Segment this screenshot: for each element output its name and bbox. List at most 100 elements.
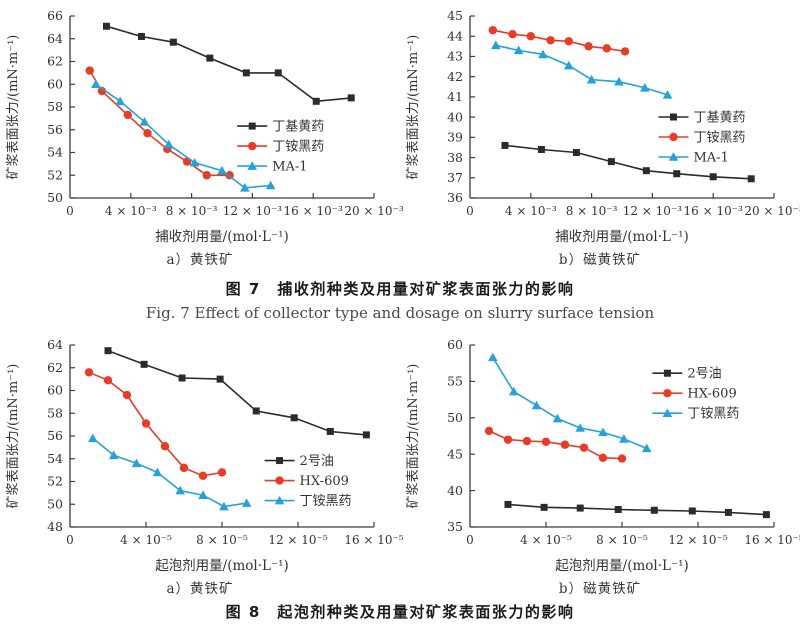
series-0: [504, 500, 770, 519]
svg-text:54: 54: [47, 145, 63, 160]
svg-text:62: 62: [47, 54, 63, 69]
svg-text:12 × 10⁻⁵: 12 × 10⁻⁵: [668, 533, 728, 547]
svg-text:20 × 10⁻³: 20 × 10⁻³: [344, 204, 404, 218]
svg-text:52: 52: [47, 167, 63, 182]
svg-text:矿浆表面张力/(mN·m⁻¹): 矿浆表面张力/(mN·m⁻¹): [6, 364, 21, 509]
svg-text:起泡剂用量/(mol·L⁻¹): 起泡剂用量/(mol·L⁻¹): [555, 558, 689, 574]
svg-text:40: 40: [447, 109, 463, 124]
svg-text:12 × 10⁻³: 12 × 10⁻³: [223, 204, 283, 218]
svg-text:16 × 10⁻⁵: 16 × 10⁻⁵: [744, 533, 800, 547]
series-0: [104, 347, 370, 439]
axis-titles: 起泡剂用量/(mol·L⁻¹) 矿浆表面张力/(mN·m⁻¹): [6, 364, 289, 574]
chart-block-fig7a: 50 52 54 56 58 60 62 64 66 0 4 × 10⁻³ 8 × 10⁻³ 12 × …: [0, 2, 404, 269]
svg-text:55: 55: [447, 374, 463, 389]
svg-text:56: 56: [47, 428, 63, 443]
series-2: [491, 40, 673, 99]
y-axis-ticks: 36 37 38 39 40 41 42 43 44 45: [447, 8, 475, 205]
svg-text:4 × 10⁻⁵: 4 × 10⁻⁵: [520, 533, 572, 547]
svg-text:0: 0: [66, 533, 74, 547]
svg-text:58: 58: [47, 405, 63, 420]
axes: [469, 16, 774, 199]
chart-fig7a: 50 52 54 56 58 60 62 64 66 0 4 × 10⁻³ 8 × 10⁻³ 12 × …: [6, 8, 404, 245]
svg-text:36: 36: [447, 190, 463, 205]
y-axis-ticks: 35 40 45 50 55 60: [447, 337, 475, 534]
svg-text:45: 45: [447, 8, 463, 23]
svg-text:16 × 10⁻³: 16 × 10⁻³: [284, 204, 344, 218]
svg-text:41: 41: [447, 89, 463, 104]
svg-text:8 × 10⁻³: 8 × 10⁻³: [166, 204, 218, 218]
svg-text:44: 44: [447, 28, 463, 43]
svg-text:16 × 10⁻³: 16 × 10⁻³: [684, 204, 744, 218]
svg-text:12 × 10⁻³: 12 × 10⁻³: [623, 204, 683, 218]
svg-text:39: 39: [447, 130, 463, 145]
svg-text:丁铵黑药: 丁铵黑药: [687, 407, 739, 422]
svg-text:40: 40: [447, 483, 463, 498]
series-0: [102, 22, 355, 105]
svg-text:捕收剂用量/(mol·L⁻¹): 捕收剂用量/(mol·L⁻¹): [155, 229, 289, 245]
svg-text:42: 42: [447, 69, 463, 84]
axes: [469, 345, 774, 528]
svg-text:58: 58: [47, 99, 63, 114]
series-1: [84, 368, 227, 481]
svg-text:4 × 10⁻³: 4 × 10⁻³: [105, 204, 157, 218]
svg-text:丁铵黑药: 丁铵黑药: [300, 494, 352, 509]
svg-text:HX-609: HX-609: [300, 474, 349, 489]
chart-fig8b: 35 40 45 50 55 60 0 4 × 10⁻⁵ 8 × 10⁻⁵ 12 × 10⁻⁵ 16…: [406, 337, 800, 574]
series-0: [501, 141, 755, 183]
svg-text:60: 60: [47, 76, 63, 91]
svg-text:62: 62: [47, 360, 63, 375]
svg-text:50: 50: [447, 410, 463, 425]
svg-text:56: 56: [47, 122, 63, 137]
svg-text:0: 0: [66, 204, 74, 218]
svg-text:45: 45: [447, 446, 463, 461]
series-2: [488, 352, 652, 453]
axis-titles: 捕收剂用量/(mol·L⁻¹) 矿浆表面张力/(mN·m⁻¹): [6, 35, 289, 245]
svg-text:38: 38: [447, 150, 463, 165]
svg-text:起泡剂用量/(mol·L⁻¹): 起泡剂用量/(mol·L⁻¹): [155, 558, 289, 574]
svg-text:8 × 10⁻³: 8 × 10⁻³: [566, 204, 618, 218]
legend: 2号油 HX-609 丁铵黑药: [652, 367, 739, 422]
svg-text:8 × 10⁻⁵: 8 × 10⁻⁵: [196, 533, 248, 547]
svg-text:48: 48: [47, 519, 63, 534]
svg-text:50: 50: [47, 190, 63, 205]
subcaption-fig7a: a）黄铁矿: [166, 252, 234, 268]
svg-text:16 × 10⁻⁵: 16 × 10⁻⁵: [344, 533, 404, 547]
svg-text:4 × 10⁻⁵: 4 × 10⁻⁵: [120, 533, 172, 547]
svg-text:12 × 10⁻⁵: 12 × 10⁻⁵: [268, 533, 328, 547]
x-axis-ticks: 0 4 × 10⁻³ 8 × 10⁻³ 12 × 10⁻³ 16 × 10⁻³ 20 × …: [66, 193, 404, 218]
subcaption-fig8b: b）磁黄铁矿: [558, 581, 642, 597]
svg-text:2号油: 2号油: [300, 454, 334, 469]
svg-text:矿浆表面张力/(mN·m⁻¹): 矿浆表面张力/(mN·m⁻¹): [6, 35, 21, 180]
svg-text:20 × 10⁻³: 20 × 10⁻³: [744, 204, 800, 218]
svg-text:8 × 10⁻⁵: 8 × 10⁻⁵: [596, 533, 648, 547]
figure8-caption-zh: 图 8 起泡剂种类及用量对矿浆表面张力的影响: [225, 603, 575, 621]
series-1: [85, 66, 234, 180]
series-2: [88, 433, 252, 511]
svg-text:60: 60: [47, 383, 63, 398]
svg-text:64: 64: [47, 31, 63, 46]
svg-text:丁铵黑药: 丁铵黑药: [693, 131, 745, 146]
svg-text:矿浆表面张力/(mN·m⁻¹): 矿浆表面张力/(mN·m⁻¹): [406, 364, 421, 509]
svg-text:0: 0: [466, 533, 474, 547]
svg-text:丁基黄药: 丁基黄药: [693, 111, 745, 126]
chart-block-fig8a: 48 50 52 54 56 58 60 62 64 0 4 × 10⁻⁵ 8 × 10⁻⁵ 12 × …: [0, 331, 404, 598]
subcaption-fig8a: a）黄铁矿: [166, 581, 234, 597]
svg-text:35: 35: [447, 519, 463, 534]
svg-text:丁基黄药: 丁基黄药: [272, 120, 324, 135]
svg-text:52: 52: [47, 474, 63, 489]
figure7-row: 50 52 54 56 58 60 62 64 66 0 4 × 10⁻³ 8 × 10⁻³ 12 × …: [0, 2, 800, 269]
y-axis-ticks: 48 50 52 54 56 58 60 62 64: [47, 337, 75, 534]
svg-text:2号油: 2号油: [687, 367, 721, 382]
svg-text:4 × 10⁻³: 4 × 10⁻³: [505, 204, 557, 218]
svg-text:66: 66: [47, 8, 63, 23]
series-1: [484, 426, 627, 463]
chart-fig7b: 36 37 38 39 40 41 42 43 44 45 0 4 × 10⁻³ 8 × 10⁻³ 12 …: [406, 8, 800, 245]
svg-text:50: 50: [47, 496, 63, 511]
svg-text:64: 64: [47, 337, 63, 352]
svg-text:MA-1: MA-1: [272, 160, 307, 175]
chart-fig8a: 48 50 52 54 56 58 60 62 64 0 4 × 10⁻⁵ 8 × 10⁻⁵ 12 × …: [6, 337, 404, 574]
svg-text:HX-609: HX-609: [687, 387, 736, 402]
svg-text:54: 54: [47, 451, 63, 466]
